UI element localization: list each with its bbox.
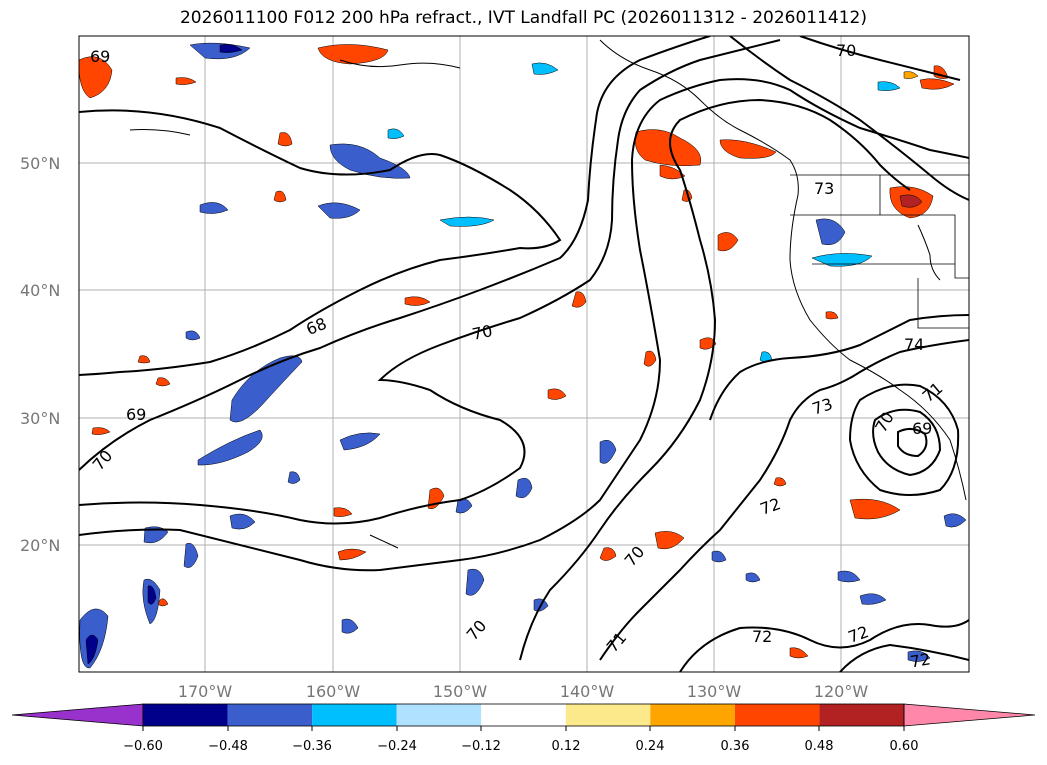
lat-label: 20°N: [20, 536, 60, 555]
lon-label: 130°W: [687, 682, 742, 701]
contour-label: 72: [909, 649, 932, 671]
colorbar-tick-label: 0.60: [890, 739, 919, 754]
contour-label: 69: [90, 47, 110, 66]
negative-anomaly-fills: [79, 42, 967, 669]
colorbar-bin: [143, 704, 228, 726]
colorbar-bin: [396, 704, 482, 726]
colorbar-tick-label: −0.36: [292, 739, 332, 754]
contour-label: 70: [836, 41, 856, 60]
colorbar-tick-label: −0.12: [461, 739, 501, 754]
contour-label: 69: [912, 419, 932, 438]
lat-label: 30°N: [20, 409, 60, 428]
longitude-labels: 170°W 160°W 150°W 140°W 130°W 120°W: [178, 682, 869, 701]
lat-label: 40°N: [20, 281, 60, 300]
isopleths: [79, 36, 969, 672]
colorbar-tick-label: 0.12: [552, 739, 581, 754]
colorbar-frame: [142, 703, 905, 727]
borders: [790, 174, 969, 329]
colorbar-extend-low: [11, 703, 144, 727]
colorbar-tick-label: −0.48: [208, 739, 248, 754]
colorbar-tick-label: 0.48: [805, 739, 834, 754]
lon-label: 120°W: [814, 682, 869, 701]
colorbar-extend-high: [903, 703, 1036, 727]
colorbar-bin: [481, 704, 566, 726]
colorbar-tick-label: −0.60: [123, 739, 163, 754]
colorbar-ticks: −0.60 −0.48 −0.36 −0.24 −0.12 0.12 0.24 …: [123, 739, 918, 754]
contour-label: 70: [470, 321, 494, 344]
contour-label: 74: [904, 335, 924, 354]
colorbar-tick-label: 0.36: [721, 739, 750, 754]
positive-anomaly-fills: [79, 44, 955, 659]
lon-label: 150°W: [433, 682, 488, 701]
map-frame: [78, 35, 970, 673]
colorbar-bin: [312, 704, 397, 726]
coastlines: [129, 39, 967, 549]
lon-label: 140°W: [560, 682, 615, 701]
lon-label: 170°W: [178, 682, 233, 701]
colorbar: [11, 703, 1036, 731]
colorbar-bin: [227, 704, 313, 726]
latitude-labels: 50°N 40°N 30°N 20°N: [20, 154, 60, 555]
colorbar-bin: [650, 704, 735, 726]
lat-label: 50°N: [20, 154, 60, 173]
colorbar-bin: [819, 704, 904, 726]
colorbar-tick-label: −0.24: [377, 739, 417, 754]
contour-label: 73: [814, 179, 834, 198]
contour-label: 69: [126, 405, 146, 424]
map-panel: [79, 36, 969, 672]
colorbar-bin: [565, 704, 651, 726]
map-title: 2026011100 F012 200 hPa refract., IVT La…: [179, 8, 867, 28]
colorbar-tick-label: 0.24: [636, 739, 665, 754]
colorbar-bin: [734, 704, 820, 726]
lon-label: 160°W: [306, 682, 361, 701]
contour-label: 72: [752, 627, 772, 646]
